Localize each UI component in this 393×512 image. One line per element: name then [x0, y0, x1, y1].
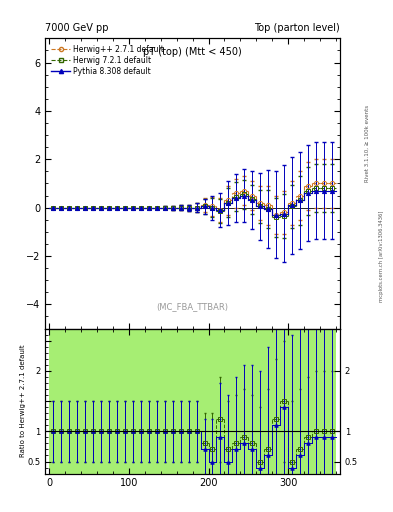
Bar: [113, 329, 121, 474]
Bar: [81, 329, 89, 474]
Bar: [105, 329, 113, 474]
Bar: [296, 329, 304, 474]
Bar: [328, 329, 336, 474]
Legend: Herwig++ 2.7.1 default, Herwig 7.2.1 default, Pythia 8.308 default: Herwig++ 2.7.1 default, Herwig 7.2.1 def…: [49, 42, 167, 78]
Bar: [161, 329, 169, 474]
Y-axis label: Ratio to Herwig++ 2.7.1 default: Ratio to Herwig++ 2.7.1 default: [20, 345, 26, 457]
Bar: [256, 329, 264, 474]
Bar: [264, 329, 272, 474]
Text: (MC_FBA_TTBAR): (MC_FBA_TTBAR): [156, 302, 229, 311]
Bar: [264, 329, 272, 474]
Bar: [320, 329, 328, 474]
Bar: [280, 329, 288, 474]
Bar: [209, 329, 217, 474]
Bar: [224, 329, 232, 474]
Bar: [296, 329, 304, 474]
Bar: [129, 329, 137, 474]
Bar: [232, 329, 241, 474]
Bar: [176, 329, 185, 474]
Bar: [97, 329, 105, 474]
Bar: [161, 329, 169, 474]
Bar: [193, 329, 200, 474]
Bar: [193, 329, 200, 474]
Bar: [105, 329, 113, 474]
Bar: [241, 329, 248, 474]
Bar: [185, 329, 193, 474]
Bar: [312, 329, 320, 474]
Bar: [288, 329, 296, 474]
Bar: [272, 329, 280, 474]
Bar: [312, 329, 320, 474]
Bar: [304, 329, 312, 474]
Bar: [209, 329, 217, 474]
Bar: [272, 329, 280, 474]
Bar: [288, 329, 296, 474]
Bar: [73, 329, 81, 474]
Bar: [169, 329, 176, 474]
Bar: [200, 329, 209, 474]
Bar: [320, 329, 328, 474]
Bar: [49, 329, 57, 474]
Bar: [57, 329, 65, 474]
Text: Rivet 3.1.10, ≥ 100k events: Rivet 3.1.10, ≥ 100k events: [365, 105, 370, 182]
Bar: [241, 329, 248, 474]
Bar: [65, 329, 73, 474]
Bar: [97, 329, 105, 474]
Bar: [304, 329, 312, 474]
Bar: [57, 329, 65, 474]
Bar: [121, 329, 129, 474]
Bar: [65, 329, 73, 474]
Bar: [185, 329, 193, 474]
Text: pT (top) (Mtt < 450): pT (top) (Mtt < 450): [143, 47, 242, 57]
Bar: [217, 329, 224, 474]
Bar: [137, 329, 145, 474]
Bar: [248, 329, 256, 474]
Bar: [121, 329, 129, 474]
Bar: [169, 329, 176, 474]
Bar: [224, 329, 232, 474]
Bar: [153, 329, 161, 474]
Text: 7000 GeV pp: 7000 GeV pp: [45, 23, 109, 33]
Bar: [176, 329, 185, 474]
Bar: [129, 329, 137, 474]
Bar: [113, 329, 121, 474]
Bar: [137, 329, 145, 474]
Bar: [280, 329, 288, 474]
Bar: [200, 329, 209, 474]
Bar: [89, 329, 97, 474]
Bar: [248, 329, 256, 474]
Text: Top (parton level): Top (parton level): [254, 23, 340, 33]
Bar: [153, 329, 161, 474]
Bar: [73, 329, 81, 474]
Bar: [232, 329, 241, 474]
Bar: [328, 329, 336, 474]
Bar: [145, 329, 153, 474]
Bar: [256, 329, 264, 474]
Text: mcplots.cern.ch [arXiv:1306.3436]: mcplots.cern.ch [arXiv:1306.3436]: [379, 210, 384, 302]
Bar: [145, 329, 153, 474]
Bar: [49, 329, 57, 474]
Bar: [217, 329, 224, 474]
Bar: [89, 329, 97, 474]
Bar: [81, 329, 89, 474]
